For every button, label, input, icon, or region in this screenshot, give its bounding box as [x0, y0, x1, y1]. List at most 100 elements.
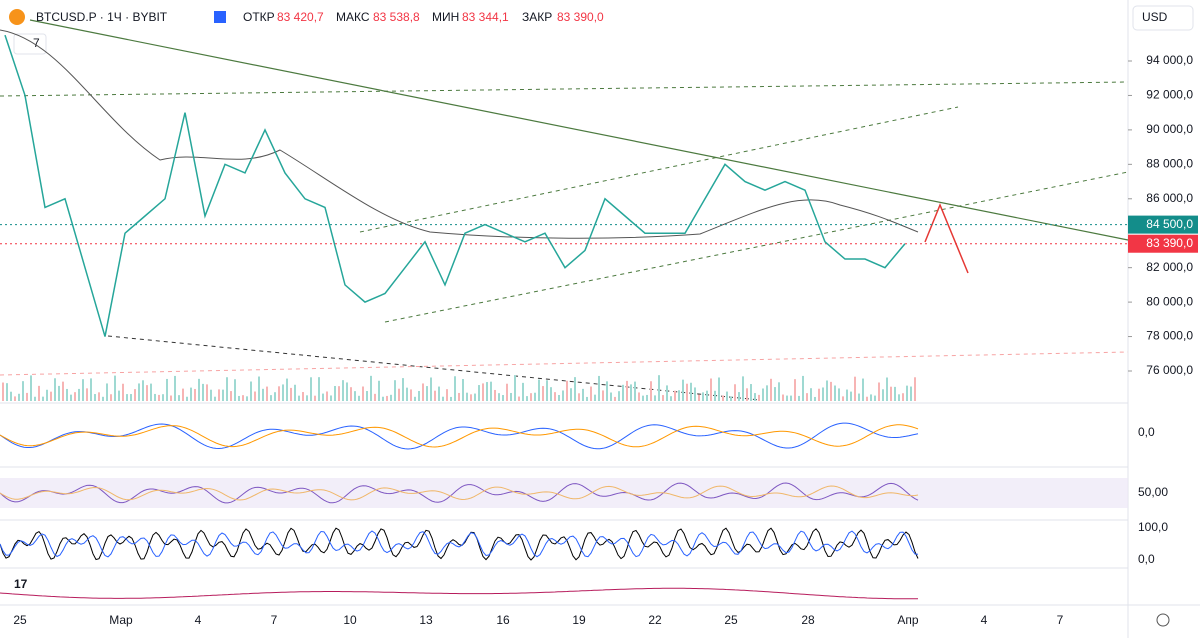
volume-bar [222, 389, 224, 401]
volume-bar [262, 388, 264, 401]
volume-bar [238, 395, 240, 401]
volume-bar [354, 391, 356, 401]
volume-bar [86, 388, 88, 401]
volume-bar [178, 395, 180, 401]
volume-bar [638, 392, 640, 401]
volume-bar [418, 390, 420, 401]
price-badge-label: 83 390,0 [1146, 236, 1193, 250]
price-badge [1128, 215, 1198, 234]
volume-bar [814, 396, 816, 401]
volume-bar [858, 393, 860, 401]
volume-bar [830, 381, 832, 401]
volume-bar [490, 381, 492, 401]
ohlc-value: 83 390,0 [557, 10, 604, 24]
volume-bar [614, 396, 616, 401]
volume-bar [394, 380, 396, 401]
volume-bar [630, 384, 632, 401]
volume-bar [66, 388, 68, 401]
currency[interactable]: USD [1142, 10, 1168, 24]
x-tick-label: 4 [195, 613, 202, 627]
volume-bar [690, 382, 692, 401]
volume-bar [686, 383, 688, 401]
volume-bar [770, 378, 772, 401]
volume-bar [434, 390, 436, 401]
volume-bar [838, 388, 840, 401]
volume-bar [810, 388, 812, 401]
ohlc-label: ЗАКР [522, 10, 552, 24]
volume-bar [406, 387, 408, 401]
volume-bar [682, 379, 684, 401]
volume-bar [2, 382, 4, 401]
volume-bar [170, 395, 172, 401]
volume-bar [342, 380, 344, 401]
volume-bar [122, 383, 124, 401]
volume-bar [698, 394, 700, 401]
volume-bar [446, 389, 448, 401]
volume-bar [734, 384, 736, 401]
volume-bar [878, 382, 880, 401]
volume-bar [254, 391, 256, 401]
indicators-count[interactable]: 7 [33, 36, 40, 50]
volume-bar [654, 395, 656, 401]
volume-bar [226, 377, 228, 401]
volume-bar [310, 377, 312, 401]
volume-bar [374, 393, 376, 401]
indicators-toggle[interactable] [13, 33, 47, 55]
volume-bar [302, 392, 304, 401]
ohlc-value: 83 420,7 [277, 10, 324, 24]
currency-button[interactable] [1132, 5, 1194, 31]
volume-bar [414, 396, 416, 401]
symbol[interactable]: BTCUSD.P · 1Ч · BYBIT [36, 10, 168, 24]
volume-bar [190, 387, 192, 401]
volume-bar [874, 395, 876, 401]
volume-bar [270, 395, 272, 401]
stoch-signal [0, 530, 919, 558]
volume-bar [58, 385, 60, 401]
flag-icon[interactable] [214, 11, 226, 23]
indicator-label: 0,0 [1138, 552, 1155, 566]
volume-bar [546, 380, 548, 401]
volume-bar [126, 394, 128, 401]
volume-bar [502, 395, 504, 401]
volume-bar [194, 388, 196, 401]
settings-icon[interactable] [1156, 613, 1170, 627]
volume-bar [42, 396, 44, 401]
volume-bar [174, 375, 176, 401]
volume-bar [14, 396, 16, 401]
volume-bar [498, 393, 500, 401]
volume-bar [90, 378, 92, 401]
volume-bar [634, 381, 636, 401]
volume-bar [18, 393, 20, 401]
volume-bar [626, 380, 628, 401]
volume-bar [574, 377, 576, 401]
volume-bar [366, 391, 368, 401]
volume-bar [370, 375, 372, 401]
volume-bar [506, 383, 508, 401]
volume-bar [30, 375, 32, 401]
y-tick-label: 82 000,0 [1146, 260, 1193, 274]
volume-bar [894, 386, 896, 401]
ohlc-value: 83 344,1 [462, 10, 509, 24]
volume-bar [554, 392, 556, 401]
volume-bar [514, 375, 516, 401]
volume-bar [78, 388, 80, 401]
volume-bar [134, 389, 136, 401]
volume-bar [430, 377, 432, 401]
volume-bar [130, 394, 132, 401]
volume-bar [62, 381, 64, 401]
volume-bar [98, 392, 100, 401]
volume-bar [314, 395, 316, 401]
volume-bar [834, 385, 836, 401]
stoch-line [0, 527, 919, 561]
volume-bar [618, 391, 620, 401]
volume-bar [542, 386, 544, 401]
volume-bar [474, 393, 476, 401]
volume-bar [10, 391, 12, 401]
volume-bar [598, 375, 600, 401]
volume-bar [758, 394, 760, 401]
volume-bar [778, 382, 780, 401]
volume-bar [578, 393, 580, 401]
y-tick-label: 78 000,0 [1146, 329, 1193, 343]
volume-bar [6, 383, 8, 401]
